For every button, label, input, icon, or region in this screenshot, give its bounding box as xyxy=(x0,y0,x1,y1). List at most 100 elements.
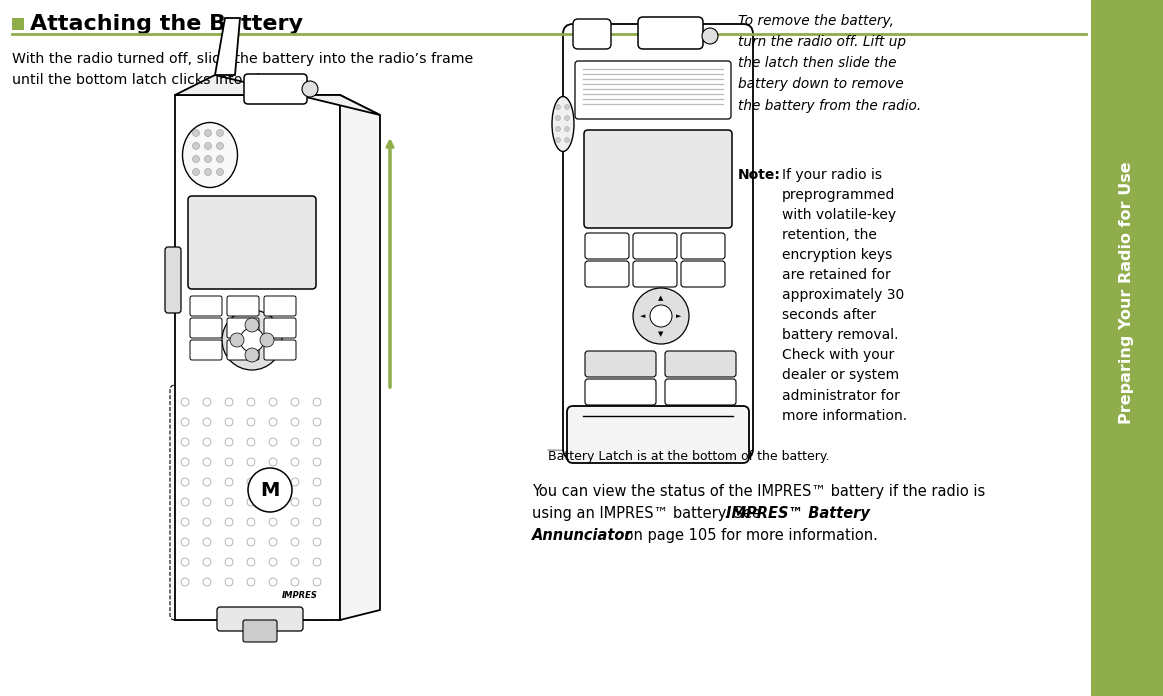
FancyBboxPatch shape xyxy=(227,296,259,316)
Text: 5: 5 xyxy=(1115,649,1139,683)
Circle shape xyxy=(313,438,321,446)
Text: With the radio turned off, slide the battery into the radio’s frame
until the bo: With the radio turned off, slide the bat… xyxy=(12,52,473,86)
Circle shape xyxy=(193,143,200,150)
Circle shape xyxy=(261,333,274,347)
Text: on page 105 for more information.: on page 105 for more information. xyxy=(620,528,878,543)
Circle shape xyxy=(291,458,299,466)
Circle shape xyxy=(247,518,255,526)
Polygon shape xyxy=(174,95,340,620)
Circle shape xyxy=(247,398,255,406)
FancyBboxPatch shape xyxy=(568,406,749,463)
Circle shape xyxy=(204,498,211,506)
Text: Battery Latch is at the bottom of the battery.: Battery Latch is at the bottom of the ba… xyxy=(548,450,829,463)
Circle shape xyxy=(181,498,190,506)
Circle shape xyxy=(269,538,277,546)
Circle shape xyxy=(633,288,688,344)
Circle shape xyxy=(240,328,264,352)
Circle shape xyxy=(269,458,277,466)
FancyBboxPatch shape xyxy=(227,340,259,360)
Circle shape xyxy=(216,155,223,162)
Circle shape xyxy=(291,498,299,506)
Circle shape xyxy=(205,168,212,175)
FancyBboxPatch shape xyxy=(585,351,656,377)
FancyBboxPatch shape xyxy=(190,340,222,360)
Circle shape xyxy=(224,458,233,466)
FancyBboxPatch shape xyxy=(264,296,297,316)
FancyBboxPatch shape xyxy=(190,296,222,316)
Text: IMPRES™ Battery: IMPRES™ Battery xyxy=(726,506,870,521)
Circle shape xyxy=(247,458,255,466)
Circle shape xyxy=(248,468,292,512)
Circle shape xyxy=(291,578,299,586)
Circle shape xyxy=(205,143,212,150)
Circle shape xyxy=(564,127,570,132)
Circle shape xyxy=(302,81,317,97)
FancyBboxPatch shape xyxy=(585,261,629,287)
Text: Preparing Your Radio for Use: Preparing Your Radio for Use xyxy=(1120,161,1134,424)
Circle shape xyxy=(204,578,211,586)
Circle shape xyxy=(313,578,321,586)
Bar xyxy=(12,18,24,30)
Circle shape xyxy=(216,143,223,150)
Circle shape xyxy=(313,558,321,566)
Circle shape xyxy=(224,438,233,446)
Circle shape xyxy=(181,458,190,466)
Text: M: M xyxy=(261,480,279,500)
Circle shape xyxy=(224,558,233,566)
Circle shape xyxy=(269,558,277,566)
Circle shape xyxy=(204,478,211,486)
Circle shape xyxy=(247,418,255,426)
Circle shape xyxy=(269,518,277,526)
Circle shape xyxy=(204,538,211,546)
Text: ▲: ▲ xyxy=(658,295,664,301)
FancyBboxPatch shape xyxy=(227,318,259,338)
Circle shape xyxy=(181,438,190,446)
Circle shape xyxy=(247,558,255,566)
FancyBboxPatch shape xyxy=(682,233,725,259)
Circle shape xyxy=(269,438,277,446)
Circle shape xyxy=(291,518,299,526)
Circle shape xyxy=(224,498,233,506)
Circle shape xyxy=(564,116,570,120)
Circle shape xyxy=(247,538,255,546)
Ellipse shape xyxy=(552,97,575,152)
Circle shape xyxy=(204,398,211,406)
Circle shape xyxy=(247,438,255,446)
Circle shape xyxy=(181,478,190,486)
Circle shape xyxy=(291,438,299,446)
Circle shape xyxy=(181,398,190,406)
Circle shape xyxy=(564,104,570,109)
Circle shape xyxy=(181,518,190,526)
Circle shape xyxy=(556,104,561,109)
FancyBboxPatch shape xyxy=(188,196,316,289)
Circle shape xyxy=(313,458,321,466)
FancyBboxPatch shape xyxy=(682,261,725,287)
Circle shape xyxy=(204,518,211,526)
Circle shape xyxy=(564,138,570,143)
FancyBboxPatch shape xyxy=(165,247,181,313)
Circle shape xyxy=(181,558,190,566)
FancyBboxPatch shape xyxy=(264,340,297,360)
Polygon shape xyxy=(215,18,240,75)
Text: ◄: ◄ xyxy=(641,313,645,319)
FancyBboxPatch shape xyxy=(170,385,345,620)
Circle shape xyxy=(224,538,233,546)
Text: You can view the status of the IMPRES™ battery if the radio is: You can view the status of the IMPRES™ b… xyxy=(531,484,985,499)
Circle shape xyxy=(224,578,233,586)
Circle shape xyxy=(291,538,299,546)
FancyBboxPatch shape xyxy=(217,607,304,631)
Text: To remove the battery,
turn the radio off. Lift up
the latch then slide the
batt: To remove the battery, turn the radio of… xyxy=(739,14,921,113)
Circle shape xyxy=(224,518,233,526)
Circle shape xyxy=(181,578,190,586)
Circle shape xyxy=(230,333,244,347)
Circle shape xyxy=(556,138,561,143)
Text: If your radio is
preprogrammed
with volatile-key
retention, the
encryption keys
: If your radio is preprogrammed with vola… xyxy=(782,168,907,422)
Circle shape xyxy=(556,116,561,120)
Circle shape xyxy=(269,418,277,426)
Circle shape xyxy=(291,558,299,566)
Text: using an IMPRES™ battery. See: using an IMPRES™ battery. See xyxy=(531,506,765,521)
Circle shape xyxy=(193,168,200,175)
Circle shape xyxy=(193,129,200,136)
Circle shape xyxy=(204,458,211,466)
FancyBboxPatch shape xyxy=(190,318,222,338)
